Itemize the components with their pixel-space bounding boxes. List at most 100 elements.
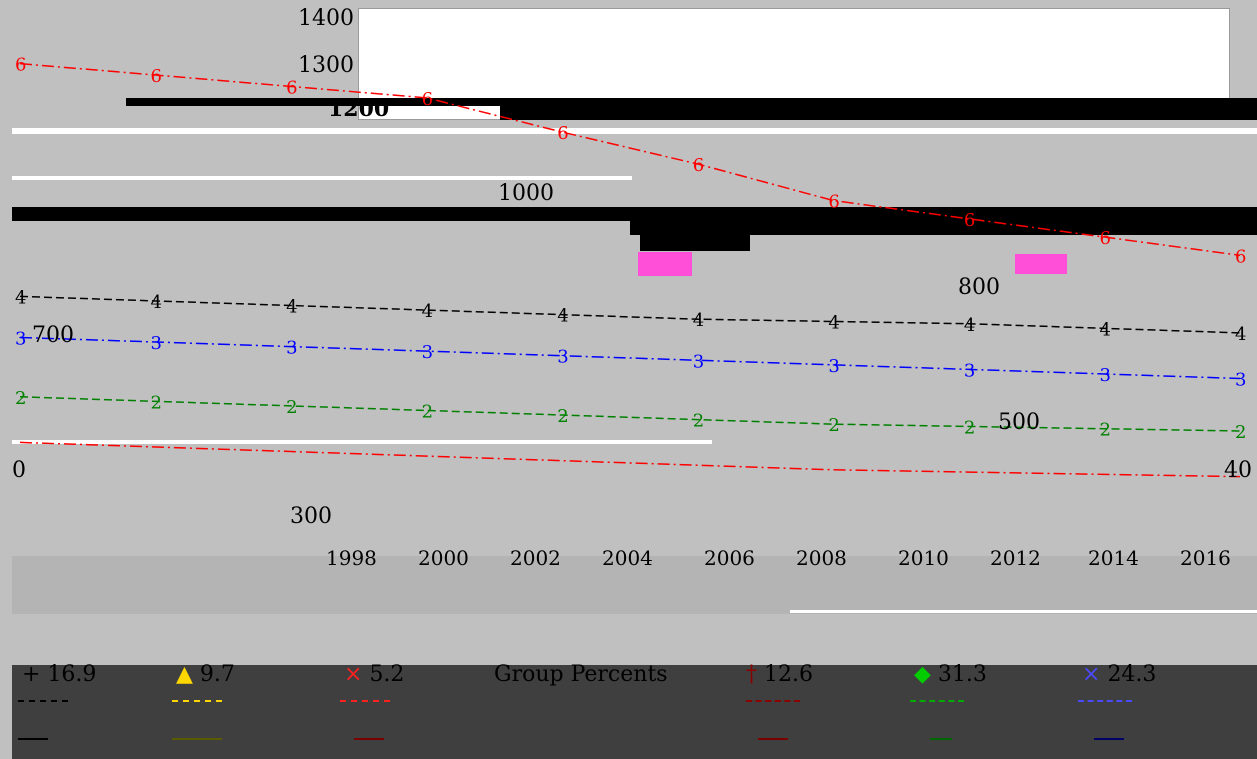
legend-line-sample — [18, 738, 48, 740]
glitch-band — [12, 207, 1257, 221]
series-marker: 6 — [1099, 228, 1110, 249]
series-marker: 4 — [964, 315, 975, 336]
series-marker: 4 — [151, 292, 162, 313]
legend-value: 24.3 — [1107, 662, 1157, 687]
legend-line-sample — [172, 738, 222, 740]
legend-entry: † 12.6 — [746, 662, 813, 687]
series-line — [19, 441, 1241, 478]
series-marker: 2 — [693, 411, 704, 432]
y-tick-label: 800 — [958, 275, 1000, 300]
y-tick-label: 1200 — [328, 96, 390, 122]
series-marker: 4 — [422, 301, 433, 322]
series-marker: 4 — [15, 287, 26, 308]
glitch-band — [12, 556, 1257, 614]
series-marker: 2 — [1099, 420, 1110, 441]
series-marker: 6 — [828, 192, 839, 213]
legend-entry: ◆ 31.3 — [914, 662, 987, 687]
y-tick-label: 300 — [290, 504, 332, 529]
legend-line-sample — [930, 738, 952, 740]
series-marker: 6 — [151, 66, 162, 87]
series-line — [19, 336, 1241, 380]
series-marker: 3 — [964, 360, 975, 381]
series-marker: 2 — [1235, 422, 1246, 443]
legend-line-sample — [1094, 738, 1124, 740]
y-tick-label: 1000 — [498, 181, 554, 206]
series-marker: 2 — [828, 415, 839, 436]
legend-entry: × 24.3 — [1082, 662, 1156, 687]
legend-marker: ▲ — [176, 662, 193, 687]
glitch-band — [12, 440, 712, 444]
series-marker: 4 — [693, 310, 704, 331]
legend-entry: + 16.9 — [22, 662, 96, 687]
y-tick-label: 500 — [998, 410, 1040, 435]
series-marker: 2 — [964, 417, 975, 438]
glitch-band — [630, 221, 1257, 235]
glitch-band — [12, 128, 1257, 134]
series-marker: 3 — [286, 338, 297, 359]
legend-line-sample — [746, 700, 800, 704]
series-line — [19, 295, 1241, 334]
series-marker: 4 — [1099, 319, 1110, 340]
legend-value: 12.6 — [764, 662, 813, 687]
series-marker: 6 — [1235, 246, 1246, 267]
x-tick-label: 2002 — [510, 546, 561, 570]
legend-marker: ◆ — [914, 662, 931, 687]
series-marker: 6 — [15, 55, 26, 76]
x-tick-label: 2012 — [990, 546, 1041, 570]
series-marker: 6 — [693, 155, 704, 176]
series-marker: 4 — [286, 297, 297, 318]
series-marker: 4 — [1235, 324, 1246, 345]
legend-line-sample — [758, 738, 788, 740]
x-tick-label: 2014 — [1088, 546, 1139, 570]
legend-entry: ▲ 9.7 — [176, 662, 235, 687]
x-tick-label: 2008 — [796, 546, 847, 570]
legend-title: Group Percents — [494, 662, 668, 687]
legend-value: 9.7 — [199, 662, 235, 687]
legend-line-sample — [172, 700, 222, 704]
legend-entry: × 5.2 — [344, 662, 404, 687]
x-tick-label: 2010 — [898, 546, 949, 570]
series-marker: 2 — [422, 401, 433, 422]
legend — [12, 665, 1257, 759]
glitch-band — [126, 98, 1257, 106]
legend-marker: × — [1082, 662, 1101, 687]
series-layer — [19, 62, 1241, 478]
x-axis-edge-left: 0 — [12, 458, 26, 483]
glitch-band — [790, 610, 1257, 613]
series-marker: 2 — [151, 392, 162, 413]
series-marker: 3 — [15, 328, 26, 349]
x-tick-label: 2004 — [602, 546, 653, 570]
series-marker: 6 — [422, 89, 433, 110]
legend-line-sample — [18, 700, 68, 704]
y-tick-label: 1400 — [298, 6, 354, 31]
legend-value: 31.3 — [937, 662, 987, 687]
series-marker: 3 — [151, 333, 162, 354]
series-marker: 3 — [1099, 365, 1110, 386]
series-marker: 2 — [286, 397, 297, 418]
glitch-band — [12, 176, 632, 180]
glitch-block — [638, 252, 692, 276]
x-tick-label: 2000 — [418, 546, 469, 570]
glitch-band — [640, 235, 750, 251]
glitch-block — [1015, 254, 1067, 274]
legend-value: 5.2 — [369, 662, 405, 687]
legend-value: 16.9 — [47, 662, 97, 687]
series-marker: 6 — [964, 210, 975, 231]
series-marker: 3 — [828, 356, 839, 377]
series-marker: 3 — [1235, 370, 1246, 391]
legend-marker: × — [344, 662, 363, 687]
y-tick-label: 700 — [32, 323, 74, 348]
x-tick-label: 2006 — [704, 546, 755, 570]
series-marker: 6 — [286, 77, 297, 98]
legend-line-sample — [354, 738, 384, 740]
x-tick-label: 1998 — [326, 546, 377, 570]
y-tick-label: 1300 — [298, 53, 354, 78]
series-line — [19, 396, 1241, 432]
series-marker: 3 — [557, 347, 568, 368]
series-marker: 4 — [557, 306, 568, 327]
series-line — [19, 62, 1241, 257]
series-marker: 2 — [557, 406, 568, 427]
marker-layer: 6 6 6 6 6 6 6 6 6 6 4 4 4 4 4 4 4 4 4 4 3 3 3 3 3 3 3 3 3 3 2 2 2 2 2 2 2 2 2 2 — [15, 55, 1246, 443]
legend-line-sample — [340, 700, 390, 704]
